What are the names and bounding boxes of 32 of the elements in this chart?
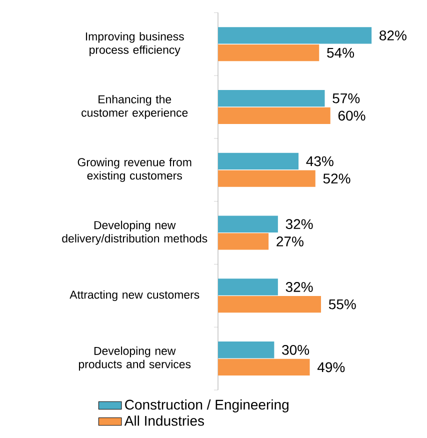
bar [218,233,269,250]
data-label: 52% [323,174,350,184]
data-label: 43% [306,156,334,166]
y-tick-label: Developing new products and services [79,346,191,371]
data-label: 57% [332,93,360,104]
bar [218,27,372,44]
bar [218,170,316,187]
data-label: 82% [380,30,407,40]
bar [218,278,278,296]
bar [218,152,299,170]
y-tick-label: Developing new delivery/distribution methods [62,220,208,245]
bar [218,296,322,313]
data-label: 30% [282,344,310,355]
bar [218,358,310,376]
data-label: 32% [286,219,313,230]
legend-label: All Industries [124,416,204,426]
data-label: 60% [338,110,366,121]
legend-label: Construction / Engineering [125,399,289,412]
data-label: 32% [286,282,313,292]
y-tick-label: Attracting new customers [70,290,200,302]
bar [218,44,320,62]
bar [218,90,325,107]
data-label: 27% [276,236,304,246]
bar [218,216,278,232]
y-tick-label: Improving business process efficiency [86,32,184,56]
data-label: 49% [318,362,345,372]
bar [218,107,331,124]
data-label: 54% [327,48,354,58]
data-label: 55% [329,299,356,310]
bar [218,342,274,358]
y-tick-label: Growing revenue from existing customers [78,158,192,182]
y-tick-label: Enhancing the customer experience [82,95,188,120]
